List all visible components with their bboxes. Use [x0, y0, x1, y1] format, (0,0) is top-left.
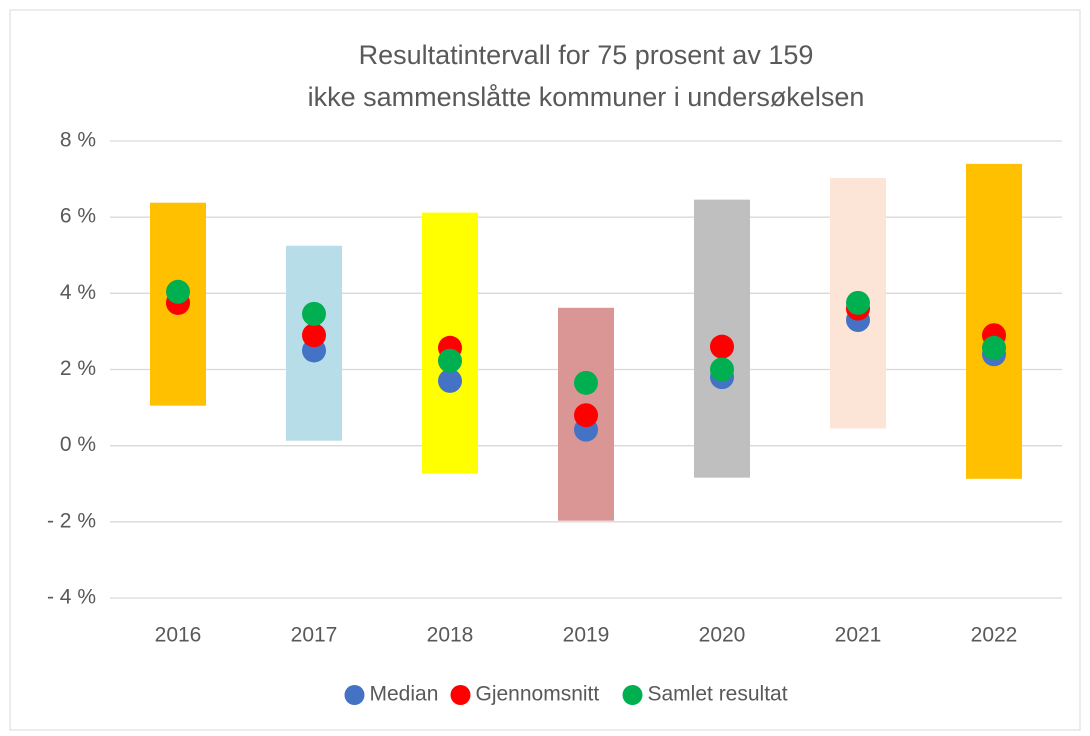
x-tick-label: 2019	[563, 624, 610, 647]
range-bar	[966, 163, 1022, 479]
y-tick-label: 6 %	[60, 205, 96, 228]
y-tick-label: - 2 %	[47, 509, 96, 532]
dot	[166, 279, 190, 304]
y-tick-label: 4 %	[60, 281, 96, 304]
y-tick-label: 2 %	[60, 357, 96, 380]
dot	[710, 357, 734, 382]
x-tick-label: 2022	[971, 624, 1018, 647]
dot	[574, 403, 598, 428]
dot	[438, 348, 462, 373]
dot	[710, 334, 734, 359]
dot	[302, 323, 326, 348]
x-tick-label: 2016	[155, 624, 202, 647]
x-tick-label: 2020	[699, 624, 746, 647]
chart-title: ikke sammenslåtte kommuner i undersøkels…	[308, 82, 865, 112]
dot	[982, 335, 1006, 360]
legend-marker	[344, 685, 365, 705]
legend-label: Samlet resultat	[648, 683, 788, 706]
y-tick-label: - 4 %	[47, 586, 96, 609]
dot	[574, 370, 598, 395]
dot	[438, 368, 462, 393]
x-tick-label: 2018	[427, 624, 474, 647]
y-tick-label: 0 %	[60, 433, 96, 456]
legend-label: Median	[370, 683, 439, 706]
x-tick-label: 2021	[835, 624, 882, 647]
legend-marker	[622, 685, 643, 705]
dot	[846, 290, 870, 315]
x-tick-label: 2017	[291, 624, 338, 647]
y-tick-label: 8 %	[60, 129, 96, 152]
legend-marker	[450, 685, 471, 705]
legend-label: Gjennomsnitt	[476, 683, 600, 706]
dot	[302, 301, 326, 326]
chart-title: Resultatintervall for 75 prosent av 159	[359, 40, 814, 70]
